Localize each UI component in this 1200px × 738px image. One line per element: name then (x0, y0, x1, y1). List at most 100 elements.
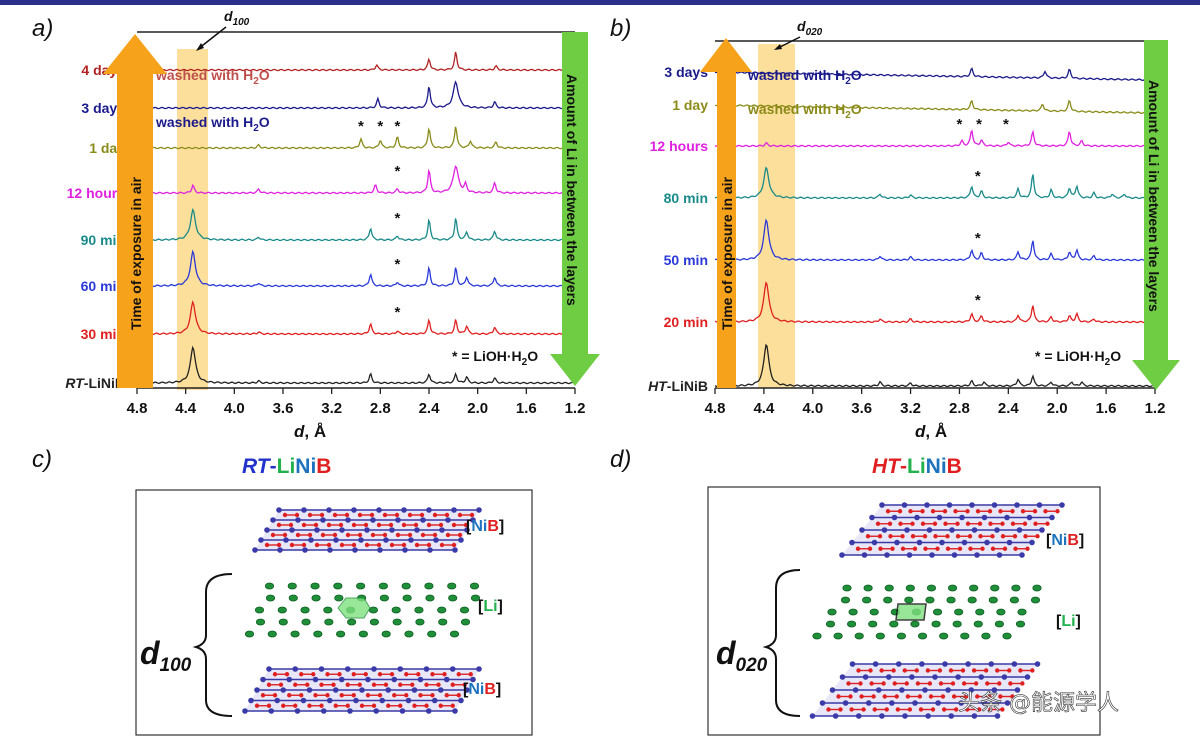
b-atom (276, 542, 282, 548)
panel-b-wash-note: washed with H2O (747, 101, 862, 121)
b-atom (345, 682, 350, 687)
panel-d-brace (762, 569, 801, 717)
li-atom (917, 632, 928, 640)
b-atom (365, 693, 371, 698)
panel-a-star-mark: * (394, 210, 400, 227)
panel-a-tick-label: 4.8 (127, 400, 148, 417)
b-atom (930, 707, 936, 712)
b-atom (377, 672, 383, 677)
b-atom (980, 546, 985, 551)
b-atom (861, 707, 866, 712)
ni-atom (333, 537, 339, 543)
b-atom (305, 682, 310, 687)
ni-atom (912, 700, 918, 706)
panel-a-trace-label: RT-LiNiB (65, 375, 125, 391)
ni-atom (924, 502, 930, 508)
ni-atom (423, 666, 430, 672)
b-atom (902, 668, 907, 673)
b-atom (955, 534, 961, 539)
b-atom (897, 509, 903, 514)
panel-a-wash-note: washed with H2O (155, 67, 270, 87)
ni-atom (408, 537, 414, 543)
ni-atom (414, 527, 420, 533)
b-atom (351, 542, 357, 548)
b-atom (855, 546, 861, 551)
ni-atom (320, 708, 327, 714)
b-atom (971, 668, 977, 673)
b-atom (937, 668, 943, 673)
ni-atom (464, 527, 470, 533)
ni-atom (401, 507, 407, 513)
ni-atom (942, 661, 948, 667)
panel-b-d-marker-sub: 020 (806, 27, 823, 38)
panel-c-structure (242, 507, 482, 714)
ni-atom (926, 527, 933, 533)
panel-a-tick-label: 1.2 (565, 400, 586, 417)
b-atom (272, 672, 278, 677)
b-atom (915, 681, 921, 686)
li-atom (981, 632, 991, 640)
panel-a-trace-label: 12 hours (67, 185, 126, 201)
li-atom (427, 630, 437, 638)
b-atom (1018, 668, 1023, 673)
ni-atom (832, 713, 839, 719)
panel-a-star-mark: * (358, 118, 364, 135)
panel-b-trace-12-hours (714, 129, 1156, 148)
li-atom (459, 606, 470, 614)
b-atom (307, 512, 313, 518)
li-atom (448, 594, 458, 602)
li-atom (1011, 584, 1021, 592)
b-atom (389, 542, 395, 548)
b-atom (988, 521, 993, 526)
panel-a-tick-label: 3.6 (273, 400, 294, 417)
b-atom (363, 522, 369, 528)
ni-atom (385, 687, 392, 693)
panel-c-label: c) (32, 446, 52, 473)
b-atom (973, 681, 979, 686)
panel-a-stars: * * * * * * * (358, 118, 401, 321)
ni-atom (395, 517, 401, 523)
li-atom (336, 630, 346, 638)
ni-atom (959, 514, 965, 521)
trace-label-italic: HT (648, 378, 668, 394)
b-atom (1045, 521, 1050, 526)
ni-atom (452, 547, 458, 553)
note-main: washed with H (155, 114, 253, 130)
b-atom (858, 681, 863, 686)
b-atom (264, 542, 270, 548)
panel-b-legend-note: * = LiOH·H2O (1035, 348, 1121, 368)
b-atom (950, 681, 956, 686)
ni-atom (292, 666, 299, 672)
li-atom (424, 582, 434, 590)
b-atom (868, 668, 873, 673)
b-atom (965, 521, 971, 526)
b-atom (846, 681, 851, 686)
li-atom (884, 584, 894, 592)
ni-atom (906, 552, 913, 558)
b-atom (905, 694, 911, 699)
b-atom (426, 542, 432, 548)
b-atom (1022, 521, 1028, 526)
bracket-open: [ (1046, 532, 1052, 549)
li-atom (988, 596, 998, 604)
li-atom (926, 584, 937, 592)
li-atom (381, 630, 391, 638)
b-atom (287, 693, 292, 698)
b-atom (281, 703, 286, 708)
rt-nib-bottom-layer (242, 666, 482, 714)
ni-atom (1016, 527, 1023, 533)
li-atom (313, 630, 323, 638)
b-atom (419, 512, 425, 518)
ni-atom (969, 502, 975, 508)
b-atom (337, 672, 342, 677)
ni-atom (819, 700, 826, 706)
b-atom (977, 521, 983, 526)
ni-atom (326, 697, 333, 704)
ni-atom (949, 527, 955, 533)
panel-d-title-ht: HT (872, 455, 902, 478)
watermark: 头条 @能源学人 (958, 691, 1119, 716)
panel-a-label: a) (32, 15, 53, 42)
panel-b-li-arrow-label: Amount of Li in between the layers (1146, 80, 1162, 312)
ni-atom (946, 502, 953, 508)
ni-atom (426, 507, 432, 513)
